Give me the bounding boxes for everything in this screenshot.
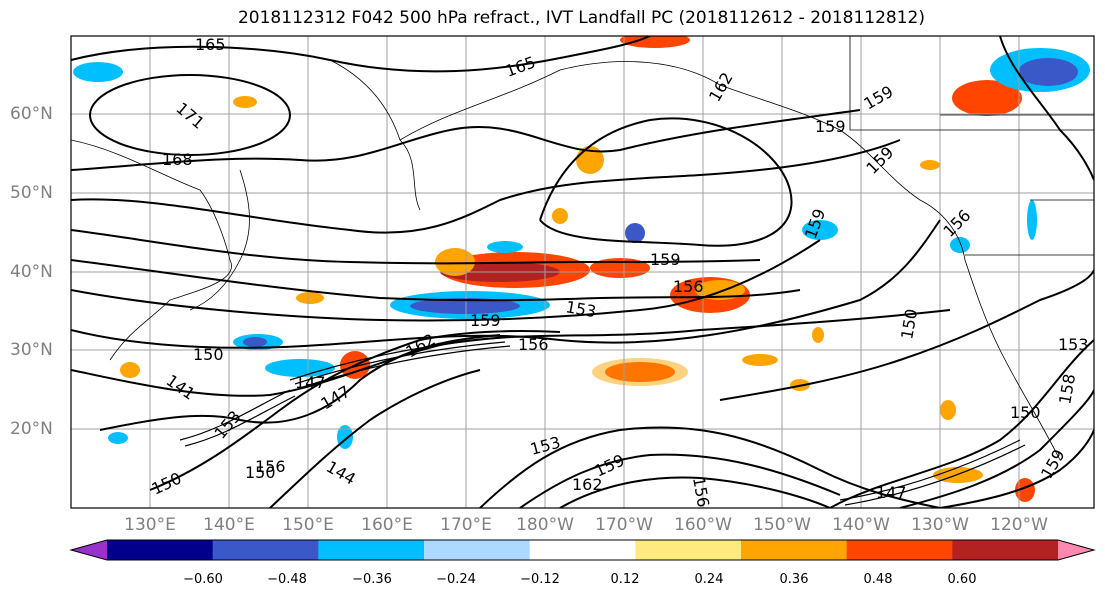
lon-label: 130°E xyxy=(124,515,176,535)
lon-label: 140°W xyxy=(832,515,890,535)
colorbar-segment xyxy=(107,540,214,560)
colorbar-tick: −0.36 xyxy=(352,572,392,587)
contour-label: 156 xyxy=(673,277,704,296)
lon-label: 150°W xyxy=(753,515,811,535)
lon-label: 140°E xyxy=(203,515,255,535)
gridlines xyxy=(71,36,1094,508)
lat-label: 30°N xyxy=(10,340,53,360)
contour-label: 159 xyxy=(815,117,846,136)
contour-label: 168 xyxy=(162,150,193,169)
contour-label: 150 xyxy=(193,345,224,364)
colorbar-tick: 0.24 xyxy=(694,572,724,587)
contour-label: 147 xyxy=(876,483,907,502)
colorbar-tick: −0.48 xyxy=(267,572,307,587)
lat-label: 60°N xyxy=(10,104,53,124)
colorbar-segment xyxy=(1058,540,1094,560)
contour-label: 162 xyxy=(572,475,603,494)
colorbar-segment xyxy=(635,540,742,560)
contour-label: 165 xyxy=(195,35,226,54)
colorbar-segment xyxy=(212,540,319,560)
lon-label: 120°W xyxy=(990,515,1048,535)
colorbar-segments xyxy=(71,540,1094,560)
lon-label: 170°W xyxy=(595,515,653,535)
lon-label: 170°E xyxy=(440,515,492,535)
colorbar-segment xyxy=(529,540,636,560)
lat-label: 40°N xyxy=(10,262,53,282)
colorbar-tick: −0.24 xyxy=(436,572,476,587)
colorbar-segment xyxy=(952,540,1059,560)
colorbar-segment xyxy=(424,540,531,560)
colorbar-segment xyxy=(741,540,848,560)
lon-label: 180°W xyxy=(516,515,574,535)
coastlines xyxy=(71,36,1094,461)
colorbar-tick: 0.12 xyxy=(610,572,640,587)
contour-label: 147 xyxy=(295,373,326,392)
contour-label: 150 xyxy=(245,463,276,482)
colorbar-outline xyxy=(69,539,1096,561)
colorbar-segment xyxy=(846,540,953,560)
contour-label: 159 xyxy=(470,311,501,330)
contour-label: 150 xyxy=(1010,403,1041,422)
map-title: 2018112312 F042 500 hPa refract., IVT La… xyxy=(237,8,925,28)
lat-label: 50°N xyxy=(10,183,53,203)
contour-label: 159 xyxy=(650,250,681,269)
lon-label: 150°E xyxy=(282,515,334,535)
contour-label: 156 xyxy=(255,457,286,476)
colorbar-segment xyxy=(318,540,425,560)
height-contours-dense xyxy=(179,337,1026,506)
contour-label: 153 xyxy=(1058,335,1089,354)
lon-label: 130°W xyxy=(911,515,969,535)
colorbar-tick: −0.12 xyxy=(520,572,560,587)
lat-label: 20°N xyxy=(10,419,53,439)
shaded-anomalies xyxy=(73,36,1090,502)
colorbar-tick: 0.36 xyxy=(779,572,809,587)
contour-label: 156 xyxy=(518,335,549,354)
lon-label: 160°W xyxy=(674,515,732,535)
lon-label: 160°E xyxy=(361,515,413,535)
colorbar-tick: 0.48 xyxy=(863,572,893,587)
colorbar-segment xyxy=(71,540,107,560)
colorbar-tick: 0.60 xyxy=(947,572,977,587)
colorbar-tick: −0.60 xyxy=(183,572,223,587)
map-frame xyxy=(70,35,1095,509)
